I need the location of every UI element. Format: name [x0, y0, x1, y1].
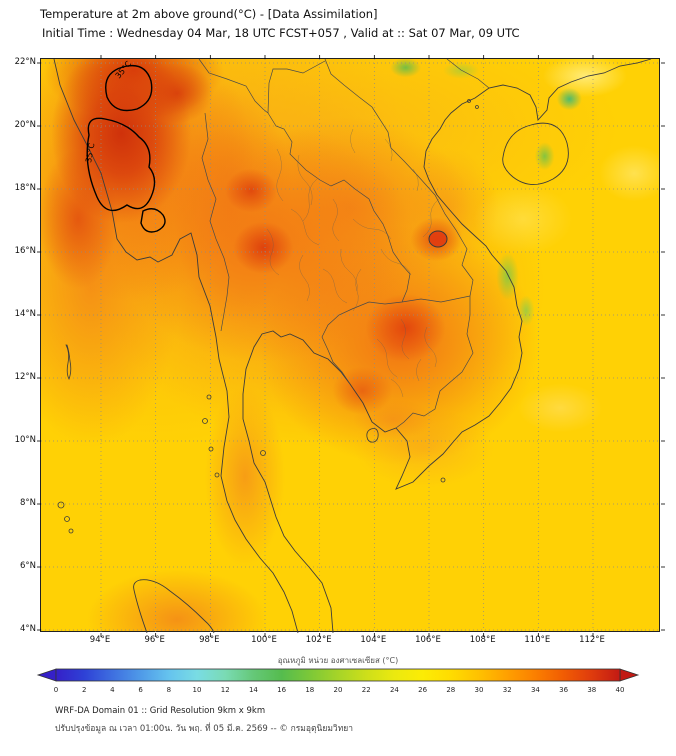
page-title: Temperature at 2m above ground(°C) - [Da…: [40, 7, 378, 21]
coastline-path: [53, 58, 652, 634]
x-tick-label: 110°E: [524, 635, 551, 645]
colorbar-tick-label: 18: [305, 686, 314, 694]
colorbar-tick-label: 12: [221, 686, 230, 694]
colorbar-tick-label: 8: [167, 686, 171, 694]
y-tick-label: 14°N: [14, 309, 36, 319]
footer-line2: ปรับปรุงข้อมูล ณ เวลา 01:00น. วัน พฤ. ที…: [55, 724, 354, 734]
y-tick-label: 22°N: [14, 57, 36, 67]
x-tick-label: 102°E: [305, 635, 332, 645]
islands-path: [57, 99, 479, 534]
colorbar-tick-label: 30: [475, 686, 484, 694]
colorbar-tick-label: 34: [531, 686, 540, 694]
x-tick-label: 96°E: [144, 635, 165, 645]
sumatra-coast-path: [133, 579, 215, 634]
contour-35c-path: [86, 64, 166, 233]
x-tick-label: 100°E: [251, 635, 277, 645]
colorbar: 0 2 4 6 8 10 12 14 16 18 20 22 24 26 28 30 32 34 36 38 40: [36, 668, 640, 694]
x-tick-label: 98°E: [199, 635, 220, 645]
colorbar-tick-label: 14: [249, 686, 258, 694]
colorbar-tick-label: 40: [616, 686, 625, 694]
colorbar-tick-label: 32: [503, 686, 512, 694]
x-tick-label: 112°E: [579, 635, 605, 645]
colorbar-tick-label: 10: [193, 686, 202, 694]
y-tick-label: 10°N: [14, 435, 36, 445]
colorbar-tick-label: 0: [54, 686, 58, 694]
y-tick-label: 20°N: [14, 120, 36, 130]
colorbar-tick-label: 2: [82, 686, 86, 694]
colorbar-tick-label: 22: [362, 686, 371, 694]
colorbar-tick-label: 4: [110, 686, 115, 694]
y-tick-label: 18°N: [14, 183, 36, 193]
y-tick-label: 8°N: [19, 498, 36, 508]
map-overlay-svg: 35°C 35°C: [37, 55, 665, 637]
x-tick-label: 94°E: [89, 635, 111, 645]
colorbar-right-arrow: [619, 668, 640, 682]
x-tick-label: 104°E: [360, 635, 387, 645]
colorbar-tick-label: 38: [587, 686, 596, 694]
footer-line1: WRF-DA Domain 01 :: Grid Resolution 9km …: [55, 706, 266, 716]
colorbar-tick-label: 26: [418, 686, 427, 694]
x-tick-label: 106°E: [415, 635, 441, 645]
colorbar-tick-label: 36: [559, 686, 568, 694]
colorbar-tick-label: 24: [390, 686, 399, 694]
colorbar-tick-label: 28: [446, 686, 455, 694]
hainan-island-path: [502, 122, 569, 185]
grid-layer: [37, 55, 665, 637]
colorbar-left-arrow: [36, 668, 57, 682]
y-tick-label: 16°N: [14, 246, 36, 256]
y-tick-label: 12°N: [14, 372, 36, 382]
contour-label: 35°C: [114, 59, 134, 80]
temperature-heatmap-layer: [41, 59, 659, 631]
colorbar-tick-label: 16: [277, 686, 286, 694]
y-tick-label: 6°N: [19, 561, 36, 571]
colorbar-label: อุณหภูมิ หน่วย องศาเซลเซียส (°C): [277, 656, 399, 665]
y-tick-label: 4°N: [19, 624, 36, 634]
x-tick-label: 108°E: [469, 635, 496, 645]
province-borders-path: [266, 128, 440, 398]
country-borders-path: [198, 58, 490, 429]
hotspot-contour-ellipse: [428, 230, 448, 248]
colorbar-tick-label: 6: [138, 686, 143, 694]
contour-label: 35°C: [84, 142, 96, 163]
colorbar-gradient-bar: [55, 668, 621, 682]
page-subtitle: Initial Time : Wednesday 04 Mar, 18 UTC …: [42, 26, 520, 40]
plot-area: 35°C 35°C: [37, 55, 665, 637]
colorbar-tick-label: 20: [334, 686, 343, 694]
